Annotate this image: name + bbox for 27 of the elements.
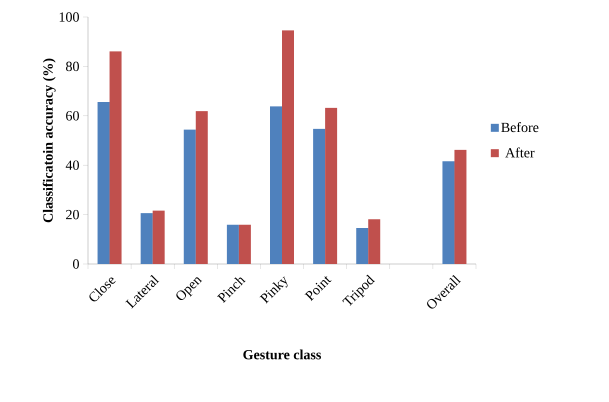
y-axis-title: Classificatoin accuracy (%) [42, 58, 56, 222]
y-tick-label: 100 [60, 12, 79, 22]
bar [282, 30, 294, 264]
bar [325, 108, 338, 264]
x-tick-label: Open [176, 277, 202, 300]
bar [442, 161, 454, 264]
bar [313, 128, 326, 264]
bar [184, 130, 196, 264]
bar [368, 219, 380, 264]
bar [454, 150, 466, 264]
y-tick-label: 0 [73, 259, 79, 269]
bar [152, 210, 165, 264]
bar [356, 228, 368, 264]
legend-label: After [505, 147, 535, 158]
y-tick-label: 80 [66, 62, 79, 72]
bar [270, 106, 282, 264]
y-tick-label: 40 [66, 160, 79, 170]
bar [110, 51, 122, 264]
legend-label: Before [501, 122, 538, 132]
bar [226, 224, 239, 264]
bar [238, 224, 251, 264]
y-tick-label: 20 [66, 210, 79, 220]
bar [98, 102, 110, 264]
x-axis-title: Gesture class [243, 350, 321, 360]
bar [196, 111, 208, 264]
bar [140, 213, 153, 264]
y-tick-label: 60 [66, 111, 79, 121]
